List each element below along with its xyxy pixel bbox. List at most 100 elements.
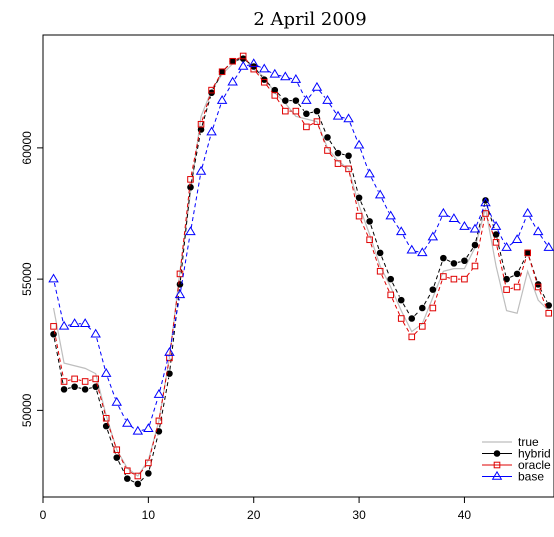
series-segment — [341, 164, 346, 168]
series-oracle — [50, 52, 553, 480]
data-point — [102, 414, 110, 422]
data-point — [395, 226, 407, 236]
chart-title: 2 April 2009 — [253, 9, 366, 30]
data-point — [216, 95, 228, 104]
data-point — [187, 176, 194, 183]
series-segment — [370, 225, 380, 250]
data-point — [313, 107, 321, 115]
legend-item-true: true — [482, 435, 539, 449]
data-point — [48, 273, 59, 283]
series-segment — [309, 122, 314, 126]
data-point — [492, 231, 500, 238]
series-segment — [457, 261, 461, 263]
data-point — [111, 396, 123, 406]
series-segment — [433, 261, 443, 286]
data-point — [406, 244, 418, 254]
data-point — [92, 375, 99, 383]
data-point — [145, 459, 152, 467]
series-segment — [148, 424, 159, 460]
x-tick-label: 30 — [352, 508, 366, 522]
series-segment — [96, 390, 106, 423]
series-segment — [234, 69, 242, 80]
data-point — [282, 97, 289, 104]
data-point — [387, 275, 394, 283]
data-point — [259, 63, 270, 73]
series-segment — [159, 361, 170, 418]
series-segment — [341, 153, 345, 156]
data-point — [418, 323, 426, 330]
legend-label: base — [518, 470, 544, 484]
series-segment — [310, 111, 314, 114]
data-point — [153, 389, 165, 398]
series-segment — [349, 122, 359, 142]
data-point — [122, 417, 133, 427]
series-segment — [518, 217, 527, 237]
series-segment — [190, 175, 201, 229]
data-point — [187, 183, 194, 191]
data-point — [218, 68, 226, 76]
series-segment — [402, 321, 411, 334]
series-segment — [402, 235, 411, 248]
series-segment — [130, 472, 135, 475]
series-segment — [190, 128, 201, 176]
series-segment — [255, 71, 263, 80]
series-segment — [424, 240, 432, 250]
series-segment — [169, 288, 180, 370]
series-segment — [486, 217, 496, 239]
data-point — [280, 71, 291, 81]
data-point — [387, 291, 394, 299]
data-point — [513, 283, 521, 291]
series-line — [52, 55, 550, 477]
data-point — [176, 270, 184, 278]
series-segment — [53, 330, 64, 378]
series-segment — [447, 276, 451, 279]
series-segment — [236, 57, 240, 60]
data-point — [248, 58, 259, 68]
series-segment — [528, 256, 538, 281]
series-segment — [276, 98, 284, 109]
data-point — [113, 446, 121, 454]
data-point — [145, 470, 152, 477]
series-segment — [266, 82, 273, 88]
data-point — [208, 86, 215, 94]
data-point — [69, 318, 80, 328]
series-segment — [180, 235, 191, 292]
series-segment — [159, 377, 170, 428]
series-segment — [349, 159, 359, 194]
data-point — [60, 378, 68, 385]
data-point — [50, 330, 57, 338]
data-point — [292, 97, 300, 104]
data-point — [185, 226, 196, 236]
data-point — [471, 262, 479, 270]
data-point — [303, 110, 310, 118]
series-segment — [88, 387, 92, 389]
series-segment — [246, 64, 250, 67]
data-point — [195, 165, 207, 175]
series-segment — [341, 116, 345, 119]
series-segment — [297, 82, 306, 98]
series-segment — [201, 135, 212, 168]
series-segment — [118, 453, 126, 468]
series-segment — [213, 74, 221, 87]
series-segment — [67, 387, 71, 389]
data-point — [123, 467, 131, 475]
data-point — [71, 383, 78, 391]
data-point — [524, 249, 531, 257]
series-segment — [212, 104, 222, 129]
data-point — [374, 189, 386, 199]
data-point — [524, 249, 531, 257]
data-point — [143, 423, 154, 433]
data-point — [81, 386, 89, 393]
data-point — [132, 425, 144, 435]
data-point — [427, 231, 439, 241]
data-point — [290, 74, 302, 83]
y-tick-label: 55000 — [20, 262, 34, 296]
data-point — [324, 134, 331, 141]
y-tick-label: 50000 — [20, 393, 34, 427]
data-point — [503, 286, 510, 293]
series-segment — [370, 177, 379, 192]
x-tick-label: 20 — [247, 508, 261, 522]
series-segment — [391, 298, 401, 316]
data-point — [218, 68, 226, 76]
